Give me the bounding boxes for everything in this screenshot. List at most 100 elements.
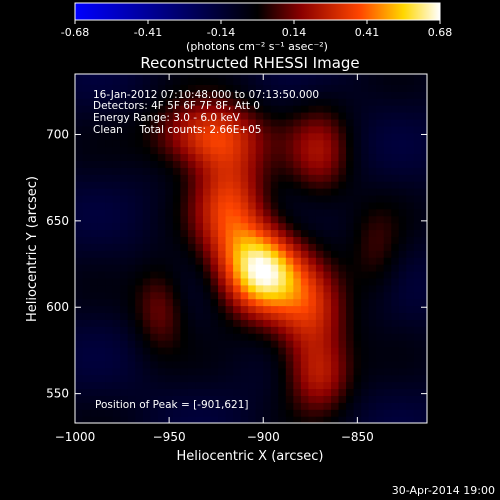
heatmap-cell bbox=[112, 105, 121, 113]
heatmap-cell bbox=[383, 208, 392, 217]
heatmap-cell bbox=[293, 132, 302, 141]
heatmap-cell bbox=[165, 194, 174, 203]
heatmap-cell bbox=[127, 298, 136, 307]
heatmap-cell bbox=[308, 74, 317, 79]
heatmap-cell bbox=[376, 298, 385, 307]
heatmap-cell bbox=[82, 388, 91, 396]
heatmap-cell bbox=[240, 388, 249, 396]
heatmap-cell bbox=[270, 353, 279, 362]
heatmap-cell bbox=[278, 77, 287, 85]
heatmap-cell bbox=[263, 153, 272, 161]
heatmap-cell bbox=[112, 264, 121, 272]
heatmap-cell bbox=[105, 181, 114, 189]
heatmap-cell bbox=[315, 236, 325, 244]
heatmap-cell bbox=[376, 381, 385, 390]
heatmap-cell bbox=[218, 146, 227, 155]
heatmap-cell bbox=[323, 215, 332, 224]
heatmap-cell bbox=[127, 77, 136, 85]
heatmap-cell bbox=[368, 91, 377, 99]
heatmap-cell bbox=[127, 409, 136, 417]
heatmap-cell bbox=[172, 333, 182, 341]
heatmap-cell bbox=[308, 353, 317, 362]
heatmap-cell bbox=[105, 201, 114, 210]
heatmap-cell bbox=[376, 360, 385, 369]
heatmap-cell bbox=[90, 326, 99, 334]
heatmap-cell bbox=[187, 243, 197, 251]
heatmap-cell bbox=[157, 174, 166, 182]
heatmap-cell bbox=[142, 188, 151, 196]
heatmap-cell bbox=[255, 298, 264, 307]
heatmap-cell bbox=[195, 201, 204, 210]
heatmap-cell bbox=[391, 326, 400, 334]
heatmap-cell bbox=[293, 74, 302, 79]
heatmap-cell bbox=[353, 194, 362, 203]
heatmap-cell bbox=[361, 264, 370, 272]
heatmap-cell bbox=[225, 188, 234, 196]
heatmap-cell bbox=[165, 222, 174, 231]
heatmap-cell bbox=[263, 74, 272, 79]
heatmap-cell bbox=[112, 381, 121, 390]
heatmap-cell bbox=[112, 194, 121, 203]
heatmap-cell bbox=[112, 236, 121, 244]
heatmap-cell bbox=[293, 98, 302, 106]
heatmap-cell bbox=[308, 346, 317, 355]
heatmap-cell bbox=[406, 291, 415, 300]
heatmap-cell bbox=[255, 125, 264, 134]
heatmap-cell bbox=[353, 243, 362, 251]
heatmap-cell bbox=[90, 277, 99, 286]
heatmap-cell bbox=[150, 305, 159, 314]
heatmap-cell bbox=[353, 374, 362, 383]
heatmap-cell bbox=[90, 112, 99, 120]
heatmap-cell bbox=[165, 284, 174, 293]
heatmap-cell bbox=[210, 277, 219, 286]
heatmap-cell bbox=[255, 84, 264, 92]
heatmap-cell bbox=[263, 208, 272, 217]
heatmap-cell bbox=[421, 194, 427, 203]
heatmap-cell bbox=[142, 340, 151, 348]
heatmap-cell bbox=[112, 139, 121, 148]
heatmap-cell bbox=[240, 353, 249, 362]
heatmap-cell bbox=[248, 381, 257, 390]
heatmap-cell bbox=[82, 333, 91, 341]
annotation-peak-position: Position of Peak = [-901,621] bbox=[95, 399, 249, 411]
heatmap-cell bbox=[323, 353, 332, 362]
heatmap-cell bbox=[75, 312, 84, 320]
heatmap-cell bbox=[353, 105, 362, 113]
heatmap-cell bbox=[218, 91, 227, 99]
heatmap-cell bbox=[105, 333, 114, 341]
heatmap-cell bbox=[368, 160, 377, 168]
heatmap-cell bbox=[413, 264, 422, 272]
heatmap-cell bbox=[225, 353, 234, 362]
heatmap-cell bbox=[323, 98, 332, 106]
heatmap-cell bbox=[218, 374, 227, 383]
heatmap-cell bbox=[210, 346, 219, 355]
heatmap-cell bbox=[75, 353, 84, 362]
heatmap-cell bbox=[112, 340, 121, 348]
heatmap-cell bbox=[187, 277, 197, 286]
heatmap-cell bbox=[240, 360, 249, 369]
heatmap-cell bbox=[285, 305, 294, 314]
heatmap-cell bbox=[150, 257, 159, 265]
heatmap-cell bbox=[315, 340, 325, 348]
heatmap-cell bbox=[218, 125, 227, 134]
heatmap-cell bbox=[346, 215, 355, 224]
heatmap-cell bbox=[157, 305, 166, 314]
heatmap-cell bbox=[172, 395, 182, 403]
heatmap-cell bbox=[308, 174, 317, 182]
heatmap-cell bbox=[346, 139, 355, 148]
heatmap-cell bbox=[361, 118, 370, 127]
heatmap-cell bbox=[361, 381, 370, 390]
heatmap-cell bbox=[112, 222, 121, 231]
heatmap-cell bbox=[157, 291, 166, 300]
heatmap-cell bbox=[210, 305, 219, 314]
heatmap-cell bbox=[278, 381, 287, 390]
heatmap-cell bbox=[75, 194, 84, 203]
heatmap-cell bbox=[353, 118, 362, 127]
heatmap-cell bbox=[210, 118, 219, 127]
heatmap-cell bbox=[255, 188, 264, 196]
heatmap-cell bbox=[398, 146, 407, 155]
heatmap-cell bbox=[421, 77, 427, 85]
heatmap-cell bbox=[165, 305, 174, 314]
heatmap-cell bbox=[338, 367, 347, 376]
heatmap-cell bbox=[120, 215, 129, 224]
